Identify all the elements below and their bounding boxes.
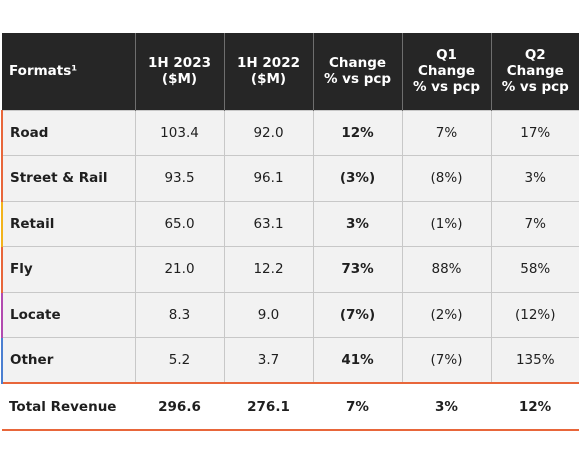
table-row: Fly 21.0 12.2 73% 88% 58% bbox=[1, 246, 579, 292]
header-change: Change % vs pcp bbox=[313, 33, 403, 110]
total-revenue-row: Total Revenue 296.6 276.1 7% 3% 12% bbox=[2, 382, 579, 431]
total-q2-change-value: 12% bbox=[491, 382, 579, 431]
row-q1-change-value: 88% bbox=[402, 246, 492, 292]
row-q1-change-value: (2%) bbox=[402, 291, 492, 338]
row-change-value: 12% bbox=[313, 109, 403, 156]
row-q1-change-value: 7% bbox=[402, 109, 492, 156]
row-1h-2023-value: 103.4 bbox=[135, 109, 225, 156]
row-q2-change-value: (12%) bbox=[491, 291, 579, 338]
row-1h-2023-value: 21.0 bbox=[135, 246, 225, 292]
row-1h-2023-value: 5.2 bbox=[135, 337, 225, 383]
row-format-label: Street & Rail bbox=[1, 155, 136, 201]
total-1h-2022-value: 276.1 bbox=[224, 382, 313, 431]
row-1h-2022-value: 12.2 bbox=[224, 246, 314, 292]
row-change-value: 73% bbox=[313, 246, 403, 292]
row-1h-2023-value: 93.5 bbox=[135, 155, 225, 201]
table-row: Other 5.2 3.7 41% (7%) 135% bbox=[1, 337, 579, 383]
row-change-value: 41% bbox=[313, 337, 403, 383]
header-row: Formats¹ 1H 2023 ($M) 1H 2022 ($M) Chang… bbox=[2, 33, 579, 110]
total-1h-2023-value: 296.6 bbox=[135, 382, 224, 431]
row-1h-2022-value: 63.1 bbox=[224, 200, 314, 247]
table-row: Street & Rail 93.5 96.1 (3%) (8%) 3% bbox=[1, 155, 579, 201]
table-row: Road 103.4 92.0 12% 7% 17% bbox=[1, 109, 579, 156]
total-q1-change-value: 3% bbox=[402, 382, 491, 431]
row-format-label: Locate bbox=[1, 291, 136, 338]
row-1h-2023-value: 65.0 bbox=[135, 200, 225, 247]
total-change-value: 7% bbox=[313, 382, 402, 431]
table-row: Retail 65.0 63.1 3% (1%) 7% bbox=[1, 200, 579, 247]
total-label: Total Revenue bbox=[2, 382, 135, 431]
row-format-label: Other bbox=[1, 337, 136, 383]
row-1h-2022-value: 96.1 bbox=[224, 155, 314, 201]
row-q2-change-value: 17% bbox=[491, 109, 579, 156]
row-change-value: 3% bbox=[313, 200, 403, 247]
row-1h-2022-value: 92.0 bbox=[224, 109, 314, 156]
row-q2-change-value: 135% bbox=[491, 337, 579, 383]
row-1h-2023-value: 8.3 bbox=[135, 291, 225, 338]
row-q1-change-value: (8%) bbox=[402, 155, 492, 201]
row-q2-change-value: 58% bbox=[491, 246, 579, 292]
row-q1-change-value: (7%) bbox=[402, 337, 492, 383]
row-format-label: Road bbox=[1, 109, 136, 156]
row-1h-2022-value: 3.7 bbox=[224, 337, 314, 383]
header-formats: Formats¹ bbox=[2, 33, 136, 110]
row-format-label: Retail bbox=[1, 200, 136, 247]
revenue-by-format-table: Formats¹ 1H 2023 ($M) 1H 2022 ($M) Chang… bbox=[1, 33, 579, 431]
row-format-label: Fly bbox=[1, 246, 136, 292]
header-1h-2023: 1H 2023 ($M) bbox=[135, 33, 225, 110]
header-1h-2022: 1H 2022 ($M) bbox=[224, 33, 314, 110]
row-1h-2022-value: 9.0 bbox=[224, 291, 314, 338]
row-q2-change-value: 3% bbox=[491, 155, 579, 201]
row-change-value: (3%) bbox=[313, 155, 403, 201]
row-q1-change-value: (1%) bbox=[402, 200, 492, 247]
row-change-value: (7%) bbox=[313, 291, 403, 338]
row-q2-change-value: 7% bbox=[491, 200, 579, 247]
table-row: Locate 8.3 9.0 (7%) (2%) (12%) bbox=[1, 291, 579, 338]
header-q2-change: Q2 Change % vs pcp bbox=[491, 33, 579, 110]
header-q1-change: Q1 Change % vs pcp bbox=[402, 33, 492, 110]
